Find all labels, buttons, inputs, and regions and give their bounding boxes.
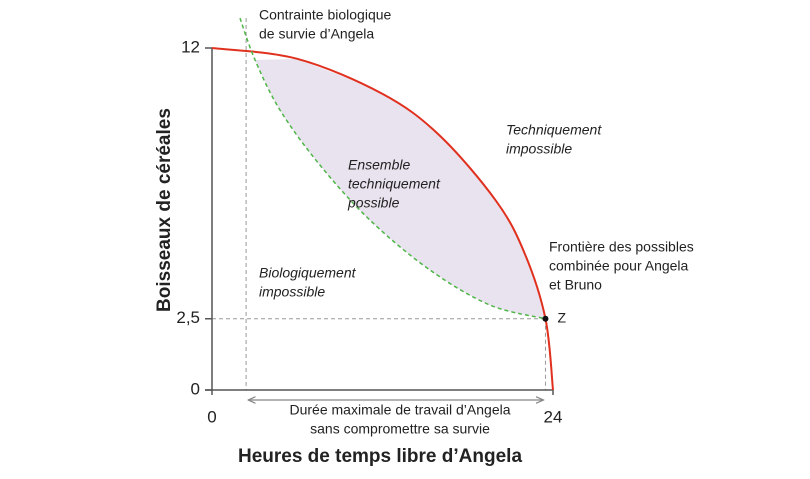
frontier-curve [211, 47, 554, 391]
feasible-area [255, 58, 546, 319]
annotation: Contrainte biologique [259, 7, 392, 23]
annotation: et Bruno [549, 277, 602, 293]
constraint-curve [239, 17, 546, 320]
range-label: Durée maximale de travail d’Angela [290, 402, 511, 418]
annotation: Biologiquement [259, 265, 357, 281]
range-label: sans compromettre sa survie [310, 421, 490, 437]
y-tick-label: 2,5 [176, 308, 200, 327]
x-tick-label: 0 [207, 407, 216, 426]
y-axis-title: Boisseaux de céréales [154, 108, 175, 312]
point-label: Z [557, 309, 566, 325]
annotation: Ensemble [348, 157, 410, 173]
y-tick-label: 12 [181, 37, 200, 56]
annotation: combinée pour Angela [549, 258, 689, 274]
annotation: Techniquement [506, 122, 602, 138]
annotation: Frontière des possibles [549, 239, 694, 255]
annotation: de survie d’Angela [259, 26, 374, 42]
annotation: possible [347, 195, 400, 211]
x-tick-label: 24 [544, 407, 563, 426]
point-z [542, 315, 549, 322]
annotation: techniquement [348, 176, 441, 192]
annotation: impossible [506, 141, 572, 157]
x-axis-title: Heures de temps libre d’Angela [238, 446, 522, 467]
y-tick-label: 0 [191, 379, 200, 398]
annotation: impossible [259, 284, 325, 300]
